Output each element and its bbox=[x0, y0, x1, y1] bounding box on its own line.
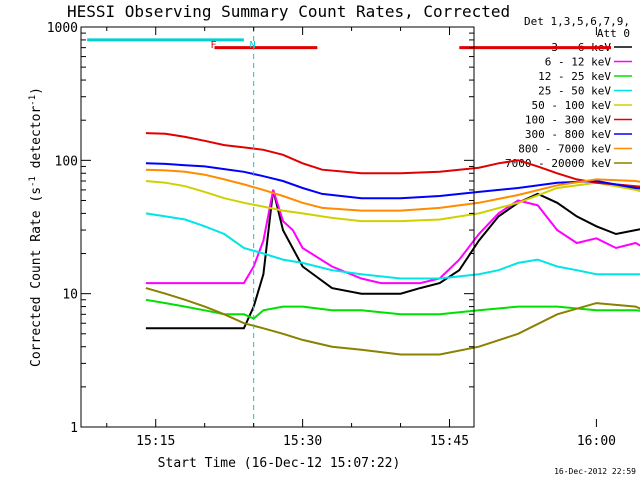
y-axis-title-sup-2: -1 bbox=[28, 95, 38, 106]
legend-header-line-2: Att 0 bbox=[597, 27, 630, 40]
footer-stamp: 16-Dec-2012 22:59 bbox=[554, 467, 636, 476]
series-line-7 bbox=[145, 168, 640, 212]
x-tick-label-2: 15:45 bbox=[430, 434, 469, 449]
y-tick-label-2: 100 bbox=[55, 154, 78, 169]
legend-label-2: 12 - 25 keV bbox=[538, 70, 611, 83]
legend-label-4: 50 - 100 keV bbox=[532, 99, 612, 112]
y-axis-title-sup-1: -1 bbox=[28, 176, 38, 187]
chart-title: HESSI Observing Summary Count Rates, Cor… bbox=[67, 2, 510, 21]
legend: Det 1,3,5,6,7,9, Att 0 3 - 6 keV6 - 12 k… bbox=[505, 15, 632, 170]
legend-label-5: 100 - 300 keV bbox=[525, 114, 611, 127]
legend-label-1: 6 - 12 keV bbox=[545, 56, 612, 69]
flag-label-1: N bbox=[250, 40, 256, 51]
y-axis-title-close: ) bbox=[29, 87, 44, 95]
y-axis: 1 10 100 1000 bbox=[47, 21, 474, 436]
y-axis-title-mid: detector bbox=[29, 106, 44, 177]
y-axis-title: Corrected Count Rate (s-1 detector-1) bbox=[28, 87, 44, 367]
legend-label-3: 25 - 50 keV bbox=[538, 85, 611, 98]
legend-label-7: 800 - 7000 keV bbox=[518, 143, 611, 156]
series-line-6 bbox=[145, 162, 640, 200]
x-tick-label-0: 15:15 bbox=[136, 434, 175, 449]
x-axis-title: Start Time (16-Dec-12 15:07:22) bbox=[158, 456, 401, 471]
x-tick-label-1: 15:30 bbox=[283, 434, 322, 449]
y-tick-label-0: 1 bbox=[70, 421, 78, 436]
flag-label-0: F bbox=[210, 40, 216, 51]
series-line-2 bbox=[145, 298, 640, 320]
plot-frame bbox=[80, 26, 475, 428]
legend-label-8: 7000 - 20000 keV bbox=[505, 157, 611, 170]
x-tick-label-3: 16:00 bbox=[577, 434, 616, 449]
series-line-8 bbox=[145, 287, 640, 356]
y-tick-label-3: 1000 bbox=[47, 21, 78, 36]
y-axis-title-main: Corrected Count Rate (s bbox=[29, 187, 44, 367]
series-line-5 bbox=[145, 132, 640, 188]
legend-header-line-1: Det 1,3,5,6,7,9, bbox=[524, 15, 630, 28]
series-line-3 bbox=[145, 212, 640, 280]
series-line-1 bbox=[145, 189, 640, 285]
y-tick-label-1: 10 bbox=[62, 288, 78, 303]
series-line-4 bbox=[145, 180, 640, 223]
legend-label-6: 300 - 800 keV bbox=[525, 128, 611, 141]
